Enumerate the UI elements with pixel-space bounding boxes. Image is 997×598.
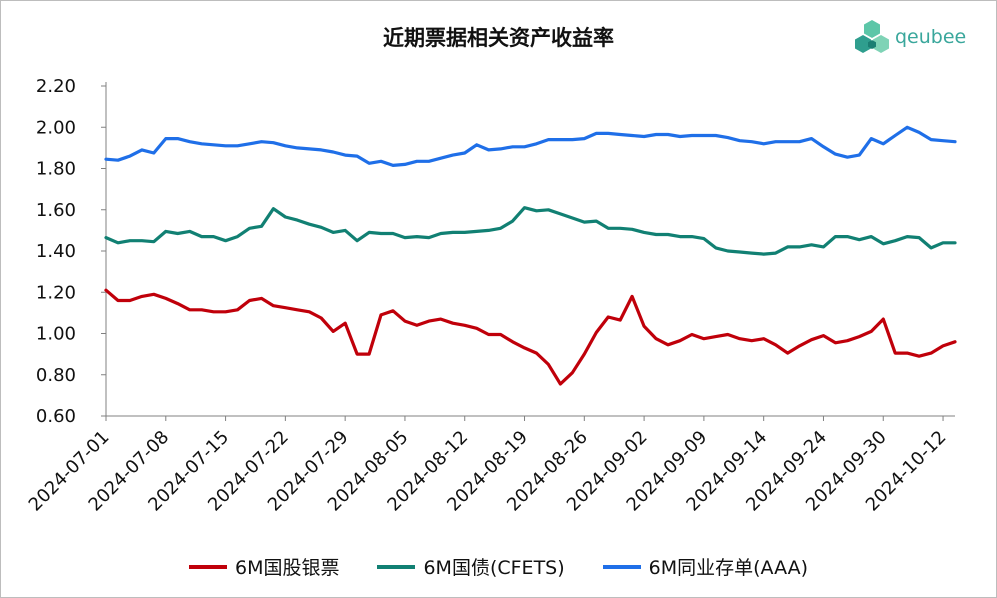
legend-swatch	[377, 564, 416, 569]
legend-label: 6M同业存单(AAA)	[648, 557, 809, 579]
legend-item-3: 6M同业存单(AAA)	[602, 553, 809, 580]
y-tick-label: 1.00	[36, 324, 76, 345]
y-tick-label: 2.20	[36, 76, 76, 97]
logo-text: qeubee	[895, 26, 967, 48]
legend-label: 6M国股银票	[234, 557, 340, 579]
series-line-3	[104, 125, 957, 167]
y-tick-label: 1.60	[36, 200, 76, 221]
y-tick-label: 0.60	[36, 406, 76, 427]
chart-legend: 6M国股银票 6M国债(CFETS) 6M同业存单(AAA)	[0, 553, 997, 580]
chart-title: 近期票据相关资产收益率	[383, 26, 614, 50]
legend-item-1: 6M国股银票	[188, 553, 340, 580]
y-tick-label: 1.40	[36, 241, 76, 262]
legend-swatch	[188, 564, 227, 569]
legend-label: 6M国债(CFETS)	[423, 557, 565, 579]
y-tick-label: 1.20	[36, 282, 76, 303]
hexagon-cube-icon	[855, 20, 889, 53]
y-tick-label: 2.00	[36, 117, 76, 138]
legend-item-2: 6M国债(CFETS)	[377, 553, 565, 580]
qeubee-logo	[852, 18, 970, 58]
y-tick-label: 0.80	[36, 365, 76, 386]
series-layer	[104, 125, 957, 386]
series-line-1	[104, 288, 957, 386]
series-line-2	[104, 206, 957, 256]
y-tick-label: 1.80	[36, 159, 76, 180]
legend-swatch	[602, 564, 641, 569]
